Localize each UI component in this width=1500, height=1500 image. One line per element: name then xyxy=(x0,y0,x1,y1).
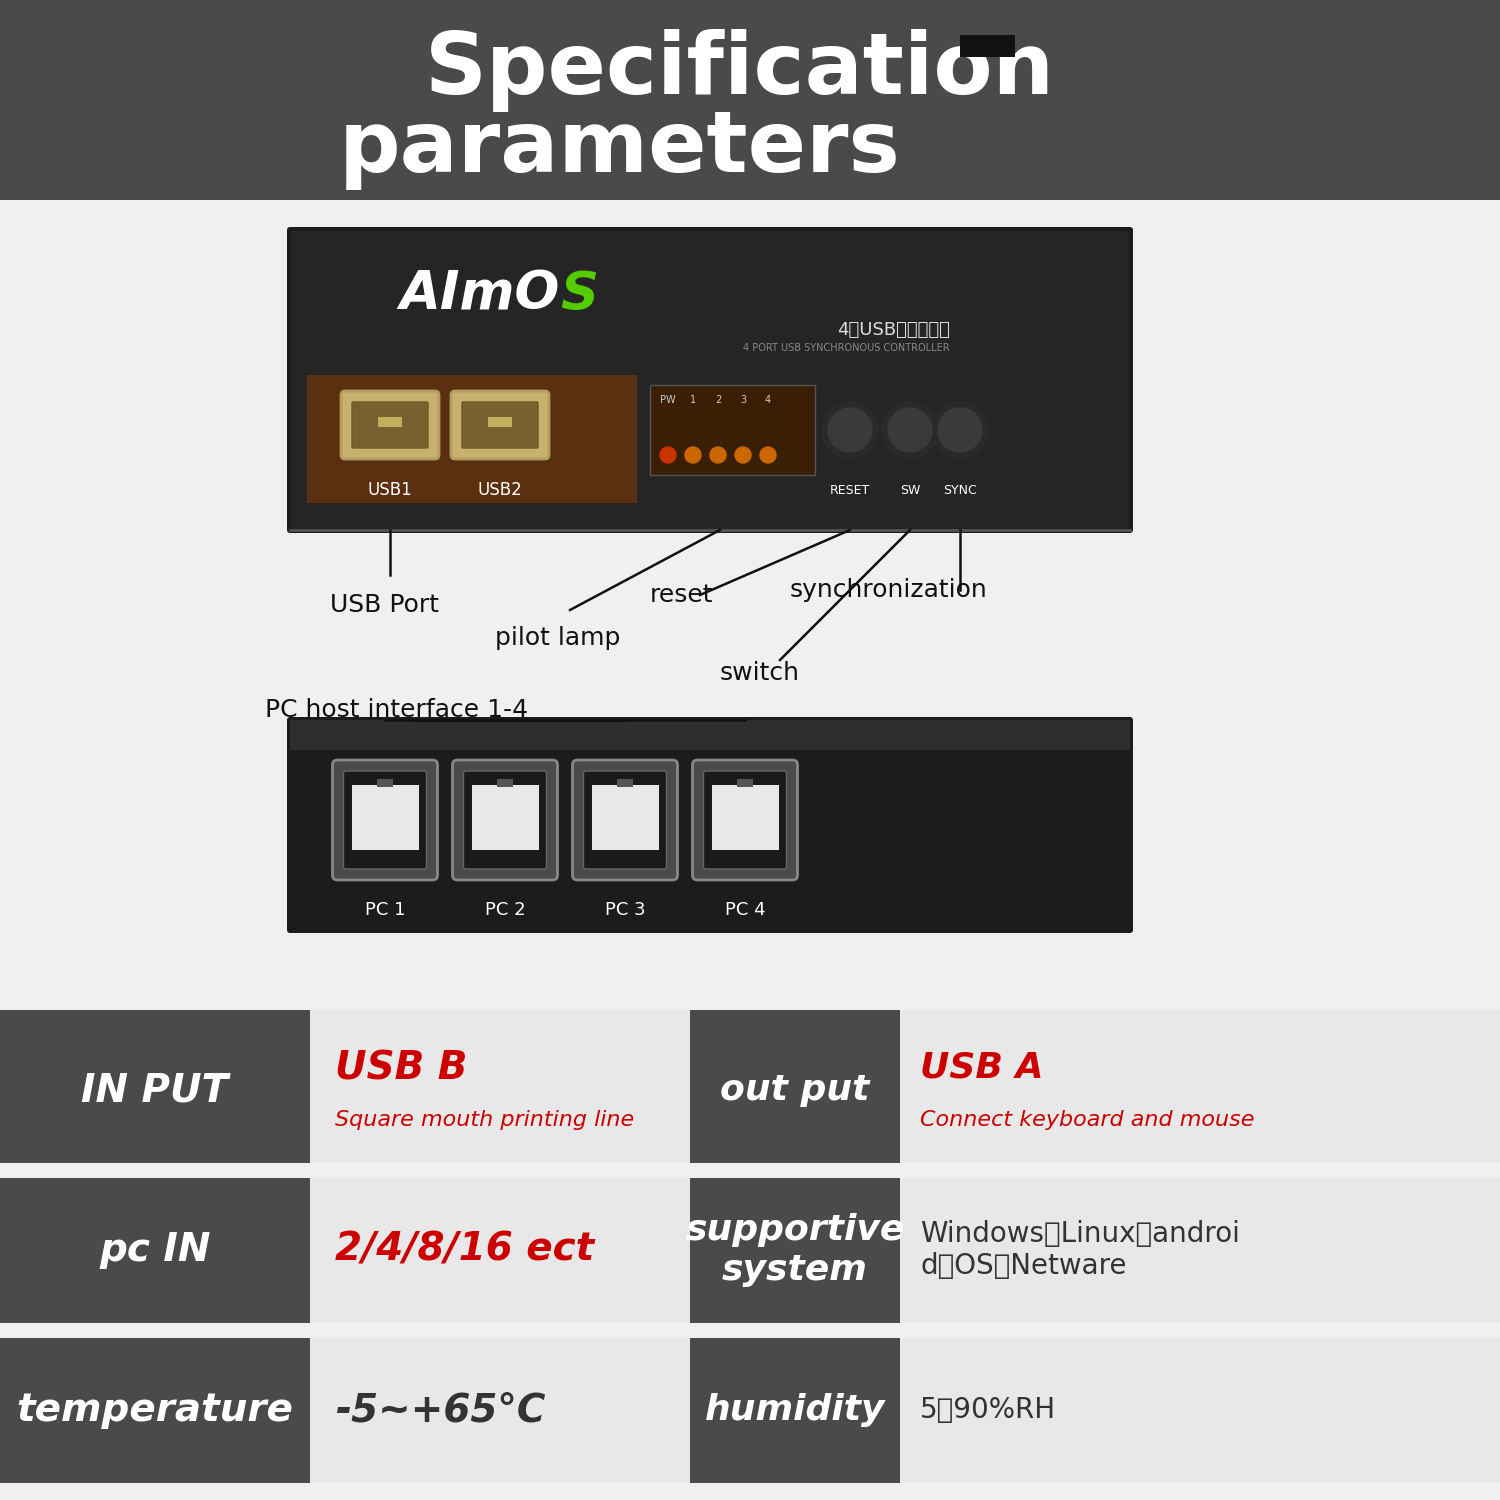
Circle shape xyxy=(686,447,700,464)
Bar xyxy=(690,1338,900,1482)
Bar xyxy=(310,1178,690,1323)
Bar xyxy=(488,417,512,428)
FancyBboxPatch shape xyxy=(286,717,1132,933)
FancyBboxPatch shape xyxy=(573,760,678,880)
Bar xyxy=(900,1178,1500,1323)
Text: Square mouth printing line: Square mouth printing line xyxy=(334,1110,634,1130)
Text: supportive
system: supportive system xyxy=(686,1214,904,1287)
FancyBboxPatch shape xyxy=(693,760,798,880)
FancyBboxPatch shape xyxy=(584,771,666,868)
Text: switch: switch xyxy=(720,662,800,686)
FancyBboxPatch shape xyxy=(344,771,426,868)
Text: reset: reset xyxy=(650,584,714,608)
Text: -5~+65°C: -5~+65°C xyxy=(334,1390,546,1429)
Text: synchronization: synchronization xyxy=(790,578,987,602)
FancyBboxPatch shape xyxy=(291,231,1130,530)
Text: Windows、Linux、androi
d、OS、Netware: Windows、Linux、androi d、OS、Netware xyxy=(920,1220,1240,1280)
FancyBboxPatch shape xyxy=(704,771,786,868)
Circle shape xyxy=(660,447,676,464)
Text: 4: 4 xyxy=(765,394,771,405)
Text: IN PUT: IN PUT xyxy=(81,1071,228,1108)
FancyBboxPatch shape xyxy=(351,784,418,850)
Circle shape xyxy=(938,408,982,452)
Bar xyxy=(378,417,402,428)
Text: pilot lamp: pilot lamp xyxy=(495,626,621,650)
Bar xyxy=(650,386,814,476)
Text: RESET: RESET xyxy=(830,483,870,496)
Bar xyxy=(690,1010,900,1162)
Text: pc IN: pc IN xyxy=(99,1232,210,1269)
Text: 4 PORT USB SYNCHRONOUS CONTROLLER: 4 PORT USB SYNCHRONOUS CONTROLLER xyxy=(744,344,950,352)
Text: USB2: USB2 xyxy=(477,482,522,500)
FancyBboxPatch shape xyxy=(464,771,546,868)
Text: USB Port: USB Port xyxy=(330,592,440,616)
Text: PC 3: PC 3 xyxy=(604,902,645,920)
Circle shape xyxy=(735,447,752,464)
FancyBboxPatch shape xyxy=(452,392,549,459)
Text: 4口USB同步控制器: 4口USB同步控制器 xyxy=(837,321,950,339)
Text: Connect keyboard and mouse: Connect keyboard and mouse xyxy=(920,1110,1254,1130)
Bar xyxy=(310,1338,690,1482)
FancyBboxPatch shape xyxy=(471,784,538,850)
Text: PC 1: PC 1 xyxy=(364,902,405,920)
Bar xyxy=(308,375,638,502)
FancyBboxPatch shape xyxy=(453,760,558,880)
FancyBboxPatch shape xyxy=(286,226,1132,532)
FancyBboxPatch shape xyxy=(711,784,778,850)
Text: SW: SW xyxy=(900,483,920,496)
Text: PC 2: PC 2 xyxy=(484,902,525,920)
Bar xyxy=(960,34,1016,57)
Text: PC host interface 1-4: PC host interface 1-4 xyxy=(266,698,528,721)
Bar xyxy=(0,1010,310,1162)
Text: USB A: USB A xyxy=(920,1052,1044,1084)
Circle shape xyxy=(710,447,726,464)
Text: temperature: temperature xyxy=(16,1390,294,1429)
Bar xyxy=(0,1338,310,1482)
FancyBboxPatch shape xyxy=(352,402,428,448)
Bar xyxy=(0,0,1500,200)
Text: PW: PW xyxy=(660,394,676,405)
Text: SYNC: SYNC xyxy=(944,483,976,496)
FancyBboxPatch shape xyxy=(462,402,538,448)
FancyBboxPatch shape xyxy=(340,392,439,459)
Circle shape xyxy=(828,408,872,452)
Text: S: S xyxy=(560,268,598,321)
Circle shape xyxy=(822,402,878,457)
Text: 5～90%RH: 5～90%RH xyxy=(920,1396,1056,1423)
Bar xyxy=(0,1178,310,1323)
Bar xyxy=(290,720,1130,750)
Circle shape xyxy=(888,408,932,452)
Bar xyxy=(616,778,633,788)
Bar xyxy=(736,778,753,788)
Bar xyxy=(900,1010,1500,1162)
Text: PC 4: PC 4 xyxy=(724,902,765,920)
Text: parameters: parameters xyxy=(339,106,902,189)
Text: AImO: AImO xyxy=(399,268,560,321)
Bar xyxy=(900,1338,1500,1482)
Text: 1: 1 xyxy=(690,394,696,405)
FancyBboxPatch shape xyxy=(591,784,658,850)
Text: Specification: Specification xyxy=(424,28,1054,111)
Bar xyxy=(376,778,393,788)
Circle shape xyxy=(932,402,988,457)
Circle shape xyxy=(760,447,776,464)
Text: humidity: humidity xyxy=(705,1394,885,1426)
Text: USB B: USB B xyxy=(334,1048,468,1088)
Bar xyxy=(690,1178,900,1323)
Text: USB1: USB1 xyxy=(368,482,413,500)
Circle shape xyxy=(882,402,938,457)
FancyBboxPatch shape xyxy=(333,760,438,880)
Text: 2: 2 xyxy=(716,394,722,405)
Bar xyxy=(496,778,513,788)
Bar xyxy=(310,1010,690,1162)
Text: out put: out put xyxy=(720,1072,870,1107)
Text: 3: 3 xyxy=(740,394,746,405)
Text: 2/4/8/16 ect: 2/4/8/16 ect xyxy=(334,1232,594,1269)
